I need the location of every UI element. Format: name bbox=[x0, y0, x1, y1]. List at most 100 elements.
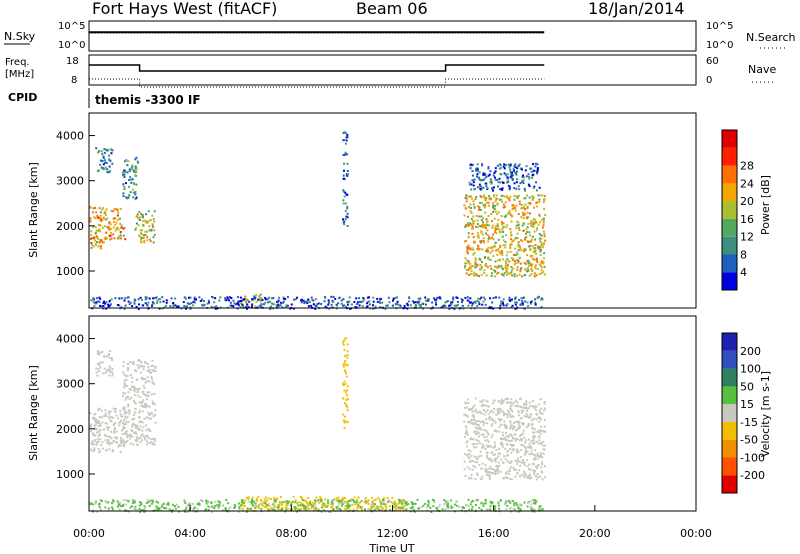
scatter-pixel bbox=[341, 504, 344, 507]
scatter-pixel bbox=[477, 431, 480, 434]
scatter-pixel bbox=[539, 475, 542, 478]
scatter-pixel bbox=[516, 237, 519, 240]
scatter-pixel bbox=[499, 423, 502, 426]
scatter-pixel bbox=[538, 200, 541, 203]
scatter-pixel bbox=[525, 228, 528, 231]
scatter-pixel bbox=[524, 274, 527, 276]
scatter-pixel bbox=[460, 298, 463, 301]
scatter-pixel bbox=[467, 261, 470, 264]
scatter-pixel bbox=[406, 307, 409, 310]
scatter-pixel bbox=[148, 225, 151, 228]
scatter-pixel bbox=[507, 500, 510, 503]
scatter-pixel bbox=[524, 169, 527, 172]
scatter-pixel bbox=[152, 402, 154, 405]
scatter-pixel bbox=[123, 379, 126, 382]
scatter-pixel bbox=[505, 270, 508, 273]
scatter-pixel bbox=[123, 226, 126, 229]
scatter-pixel bbox=[438, 296, 441, 299]
scatter-pixel bbox=[153, 382, 156, 385]
scatter-pixel bbox=[340, 501, 343, 504]
scatter-pixel bbox=[482, 424, 485, 427]
scatter-pixel bbox=[202, 300, 205, 302]
scatter-pixel bbox=[466, 406, 468, 409]
scatter-pixel bbox=[508, 166, 511, 169]
scatter-pixel bbox=[526, 239, 529, 242]
scatter-pixel bbox=[487, 240, 490, 243]
scatter-pixel bbox=[110, 210, 113, 212]
scatter-pixel bbox=[260, 499, 263, 502]
scatter-pixel bbox=[260, 507, 263, 510]
scatter-pixel bbox=[531, 442, 534, 445]
scatter-pixel bbox=[483, 269, 486, 272]
scatter-pixel bbox=[305, 500, 308, 503]
scatter-pixel bbox=[313, 303, 316, 306]
scatter-pixel bbox=[189, 296, 192, 299]
scatter-pixel bbox=[494, 429, 496, 432]
scatter-pixel bbox=[142, 368, 145, 371]
scatter-pixel bbox=[120, 441, 122, 444]
scatter-pixel bbox=[525, 263, 527, 266]
scatter-pixel bbox=[129, 433, 132, 436]
scatter-pixel bbox=[342, 413, 345, 416]
scatter-pixel bbox=[375, 505, 378, 508]
scatter-pixel bbox=[347, 500, 350, 503]
colorbar-segment bbox=[722, 254, 737, 273]
scatter-pixel bbox=[334, 297, 337, 300]
scatter-pixel bbox=[533, 471, 536, 474]
scatter-pixel bbox=[505, 214, 508, 217]
scatter-pixel bbox=[472, 464, 475, 467]
scatter-pixel bbox=[506, 477, 509, 480]
scatter-pixel bbox=[98, 150, 100, 153]
scatter-pixel bbox=[481, 462, 484, 465]
scatter-pixel bbox=[536, 452, 539, 455]
scatter-pixel bbox=[135, 388, 138, 391]
scatter-pixel bbox=[501, 266, 504, 269]
scatter-pixel bbox=[505, 226, 508, 229]
scatter-pixel bbox=[505, 397, 508, 400]
scatter-pixel bbox=[497, 272, 500, 275]
scatter-pixel bbox=[492, 238, 495, 241]
scatter-pixel bbox=[538, 439, 541, 442]
scatter-pixel bbox=[529, 212, 531, 215]
scatter-pixel bbox=[474, 397, 477, 400]
scatter-pixel bbox=[332, 295, 335, 298]
scatter-pixel bbox=[424, 502, 427, 505]
scatter-pixel bbox=[538, 455, 540, 458]
scatter-pixel bbox=[133, 385, 136, 388]
scatter-pixel bbox=[481, 248, 484, 251]
scatter-pixel bbox=[474, 257, 477, 260]
scatter-pixel bbox=[189, 503, 192, 506]
scatter-pixel bbox=[481, 303, 484, 306]
scatter-pixel bbox=[435, 303, 438, 306]
scatter-pixel bbox=[451, 506, 454, 509]
scatter-pixel bbox=[122, 365, 125, 367]
scatter-pixel bbox=[310, 304, 313, 307]
scatter-pixel bbox=[189, 307, 192, 310]
scatter-pixel bbox=[193, 298, 196, 301]
scatter-pixel bbox=[103, 212, 106, 214]
scatter-pixel bbox=[250, 305, 253, 308]
scatter-pixel bbox=[538, 435, 541, 438]
scatter-pixel bbox=[187, 502, 190, 505]
scatter-pixel bbox=[491, 451, 494, 454]
scatter-pixel bbox=[530, 476, 533, 479]
scatter-pixel bbox=[124, 238, 127, 241]
scatter-pixel bbox=[346, 389, 348, 392]
scatter-pixel bbox=[354, 502, 357, 505]
scatter-pixel bbox=[107, 507, 110, 510]
scatter-pixel bbox=[124, 423, 127, 426]
scatter-pixel bbox=[357, 504, 360, 507]
scatter-pixel bbox=[486, 187, 489, 189]
scatter-pixel bbox=[249, 508, 252, 510]
scatter-pixel bbox=[337, 302, 340, 305]
scatter-pixel bbox=[115, 414, 118, 417]
scatter-pixel bbox=[302, 299, 305, 302]
scatter-pixel bbox=[515, 204, 518, 207]
scatter-pixel bbox=[147, 210, 150, 213]
scatter-pixel bbox=[281, 306, 284, 309]
scatter-pixel bbox=[133, 301, 136, 304]
scatter-pixel bbox=[527, 502, 530, 505]
scatter-pixel bbox=[444, 301, 447, 304]
scatter-pixel bbox=[108, 374, 111, 377]
scatter-pixel bbox=[106, 217, 109, 220]
